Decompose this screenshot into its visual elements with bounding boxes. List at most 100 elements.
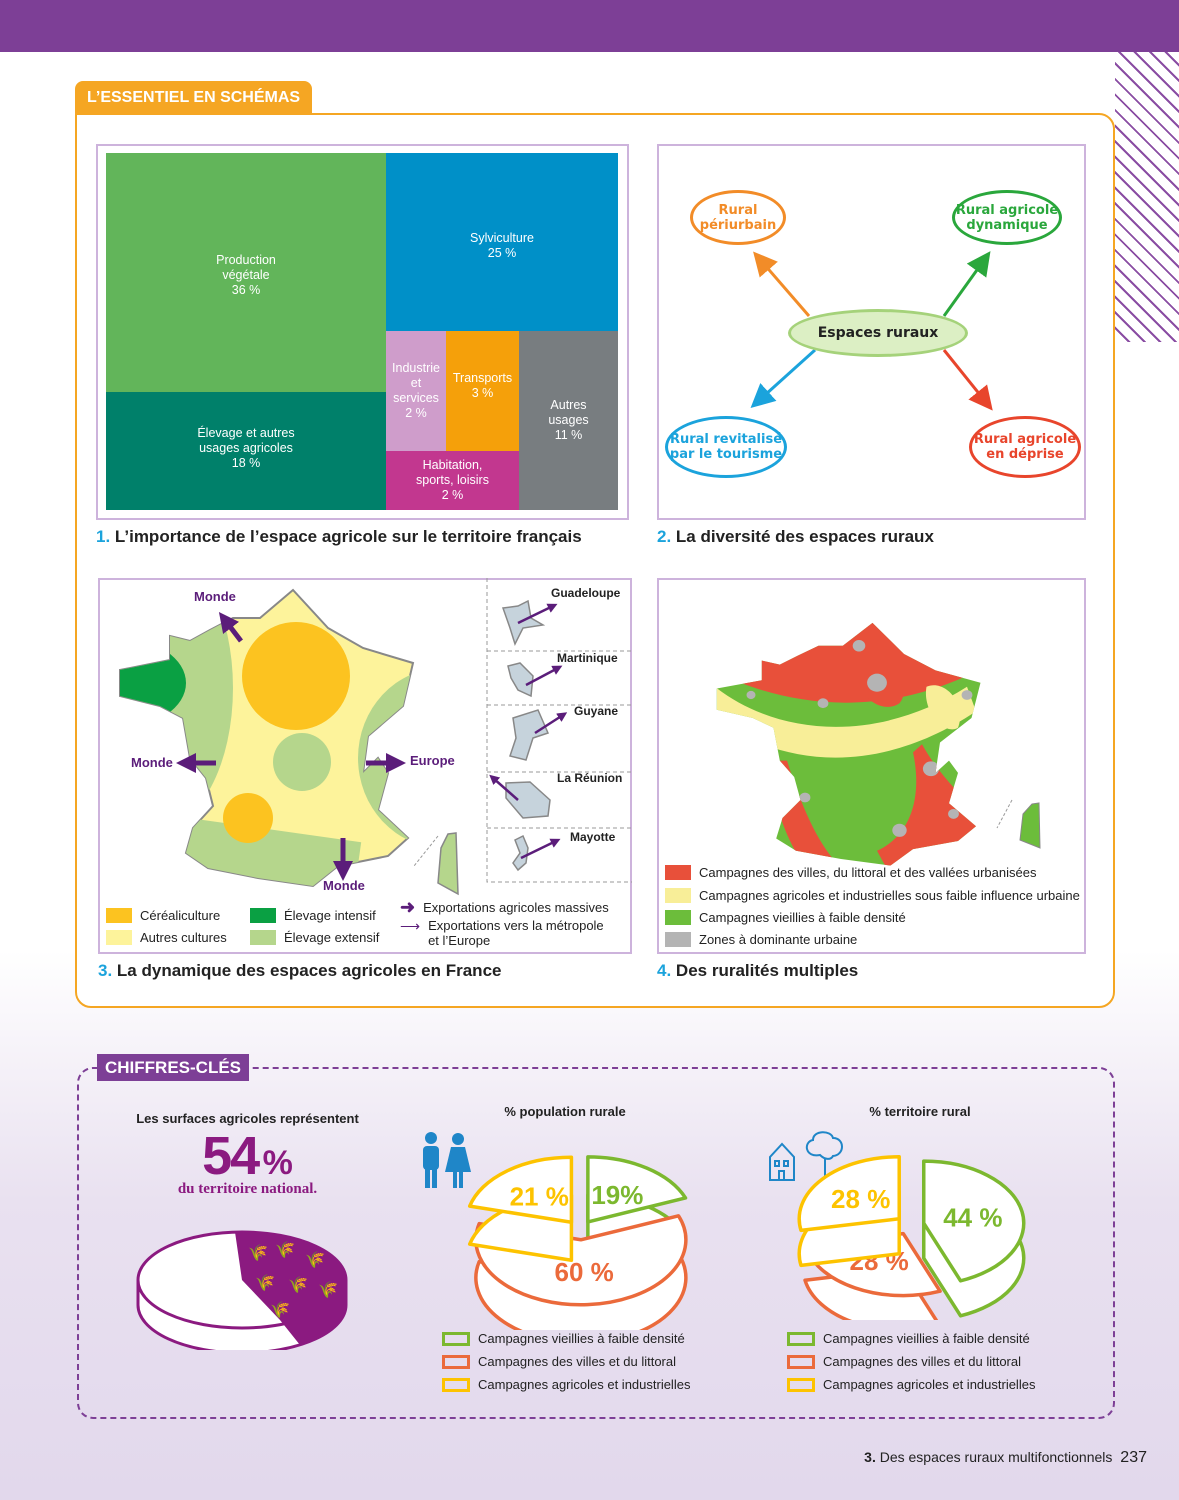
island-guyane: [509, 709, 550, 761]
thick-arrow-icon: ➜: [400, 897, 416, 917]
swatch: [787, 1331, 815, 1346]
svg-text:🌾: 🌾: [275, 1240, 295, 1259]
treemap-cell-elevage: Élevage et autres usages agricoles 18 %: [106, 392, 386, 510]
treemap-cell-habitation: Habitation, sports, loisirs 2 %: [386, 451, 519, 510]
arrow-tourisme: [750, 348, 817, 409]
zone-cerealiculture-nord: [242, 622, 350, 730]
svg-text:🌾: 🌾: [288, 1275, 308, 1294]
surface-pie: 🌾 🌾🌾🌾 🌾 🌾🌾: [136, 1230, 348, 1350]
label-guyane: Guyane: [574, 704, 619, 718]
swatch: [250, 930, 276, 945]
pie2-legend-agricoles: Campagnes agricoles et industrielles: [787, 1377, 1035, 1392]
treemap-cell-autres: Autres usages 11 %: [519, 331, 618, 510]
legend-cerealiculture: Céréaliculture: [106, 908, 220, 923]
label-monde-w: Monde: [131, 755, 173, 770]
pie-slice-2: 60 %: [474, 1214, 688, 1330]
island-martinique: [507, 662, 534, 698]
legend-campagnes-villes: Campagnes des villes, du littoral et des…: [665, 865, 1036, 880]
swatch: [106, 930, 132, 945]
treemap-cell-industrie: Industrie et services 2 %: [386, 331, 446, 451]
page-footer: 3. Des espaces ruraux multifonctionnels …: [864, 1449, 1147, 1466]
pie2-legend-villes: Campagnes des villes et du littoral: [787, 1354, 1021, 1369]
legend-elevage-intensif: Élevage intensif: [250, 908, 376, 923]
section-tab: L’ESSENTIEL EN SCHÉMAS: [75, 81, 313, 114]
surface-line2: du territoire national.: [177, 1181, 318, 1197]
swatch: [665, 932, 691, 947]
pie-slice-3: 21 %: [467, 1155, 574, 1263]
swatch: [665, 910, 691, 925]
legend-export-metropole: ⟶ Exportations vers la métropole et l’Euro…: [400, 918, 604, 948]
node-rural-periurbain: Rural périurbain: [690, 190, 786, 245]
legend-zones-urbaines: Zones à dominante urbaine: [665, 932, 857, 947]
swatch: [665, 865, 691, 880]
legend-elevage-extensif: Élevage extensif: [250, 930, 379, 945]
pie1-legend-vieillies: Campagnes vieillies à faible densité: [442, 1331, 685, 1346]
legend-campagnes-vieillies: Campagnes vieillies à faible densité: [665, 910, 906, 925]
treemap: Production végétale 36 % Élevage et autres…: [106, 153, 618, 510]
legend-autres-cultures: Autres cultures: [106, 930, 227, 945]
label-martinique: Martinique: [557, 651, 618, 665]
node-espaces-ruraux: Espaces ruraux: [788, 309, 968, 357]
legend-export-massive: ➜ Exportations agricoles massives: [400, 897, 609, 917]
treemap-cell-sylviculture: Sylviculture 25 %: [386, 153, 618, 331]
arrow-periurbain: [753, 251, 811, 317]
zone-elevage-extensif-sud: [153, 814, 362, 886]
surface-figure: 54 %: [202, 1126, 293, 1186]
pie-data-label: 28 %: [831, 1184, 890, 1214]
decorative-stripes: [1115, 52, 1179, 342]
doc2-caption: 2. La diversité des espaces ruraux: [657, 527, 934, 546]
doc1-caption: 1. L’importance de l’espace agricole sur…: [96, 527, 582, 546]
pie-territoire-rural: 44 %28 %28 %: [797, 1155, 1026, 1320]
top-bar: [0, 0, 1179, 52]
label-guadeloupe: Guadeloupe: [551, 586, 621, 600]
label-europe: Europe: [410, 753, 455, 768]
label-monde-nw: Monde: [194, 589, 236, 604]
label-reunion: La Réunion: [557, 771, 623, 785]
label-mayotte: Mayotte: [570, 830, 616, 844]
key-figures-box: [77, 1067, 1115, 1419]
corse: [1019, 802, 1041, 849]
island-mayotte: [512, 834, 529, 872]
page-number: 237: [1120, 1449, 1147, 1466]
swatch: [442, 1377, 470, 1392]
surface-agricole-slice: [235, 1231, 347, 1345]
node-rural-deprise: Rural agricole en déprise: [969, 416, 1081, 478]
surface-intro: Les surfaces agricoles représentent: [136, 1111, 359, 1126]
svg-text:🌾: 🌾: [305, 1250, 325, 1269]
island-guadeloupe: [501, 599, 546, 646]
svg-text:🌾: 🌾: [248, 1243, 268, 1262]
pie-population-rurale: 19% 60 % 21 %: [467, 1155, 688, 1330]
zone-urbaine: [867, 673, 887, 692]
diagram-arrows: [750, 251, 993, 411]
pie-data-label: 21 %: [510, 1182, 569, 1212]
zone-elevage-extensif-centre: [273, 733, 331, 791]
treemap-cell-production-vegetale: Production végétale 36 %: [106, 153, 386, 392]
zone-cerealiculture-sud: [223, 793, 273, 843]
arrow-deprise: [942, 349, 993, 411]
arrow-dynamique: [942, 251, 991, 317]
pie-data-label: 60 %: [555, 1257, 614, 1287]
swatch: [787, 1377, 815, 1392]
pie1-title: % population rurale: [504, 1104, 626, 1119]
svg-text:🌾: 🌾: [270, 1300, 290, 1319]
swatch: [442, 1331, 470, 1346]
pie-data-label: 44 %: [943, 1202, 1002, 1232]
arrow-export-nw: [218, 612, 243, 643]
swatch: [106, 908, 132, 923]
svg-text:🌾: 🌾: [318, 1280, 338, 1299]
swatch: [442, 1354, 470, 1369]
swatch: [787, 1354, 815, 1369]
pie-slice-1: 44 %: [922, 1159, 1026, 1318]
wheat-icons: 🌾 🌾🌾🌾 🌾 🌾🌾: [248, 1240, 338, 1319]
pie2-legend-vieillies: Campagnes vieillies à faible densité: [787, 1331, 1030, 1346]
treemap-cell-transports: Transports 3 %: [446, 331, 519, 451]
legend-campagnes-agricoles: Campagnes agricoles et industrielles sou…: [665, 888, 1080, 903]
swatch: [665, 888, 691, 903]
svg-text:🌾: 🌾: [255, 1273, 275, 1292]
doc4-caption: 4. Des ruralités multiples: [657, 961, 859, 980]
map4-france: [716, 622, 1041, 866]
pie-slice-3: 28 %: [797, 1155, 901, 1268]
pie1-legend-villes: Campagnes des villes et du littoral: [442, 1354, 676, 1369]
node-rural-tourisme: Rural revitalisé par le tourisme: [665, 416, 787, 478]
label-monde-s: Monde: [323, 878, 365, 893]
